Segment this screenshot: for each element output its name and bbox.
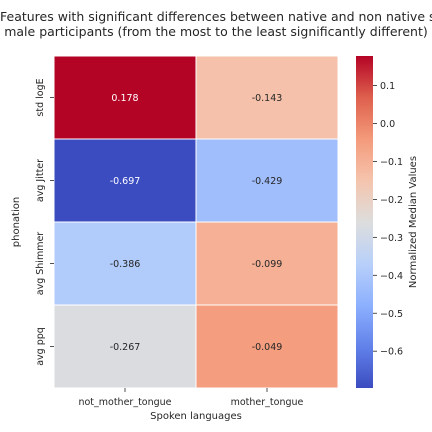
colorbar-tick-label: −0.1 (380, 157, 403, 168)
colorbar-tick-label: −0.2 (380, 195, 403, 206)
x-axis-ticks: not_mother_tongue mother_tongue (78, 388, 304, 408)
colorbar-tick-label: 0.1 (380, 81, 395, 92)
colorbar-tick-label: −0.5 (380, 309, 403, 320)
x-tick-label: mother_tongue (231, 397, 304, 408)
heatmap-cell-r0-c1 (195, 55, 339, 140)
cell-value-label: -0.049 (252, 342, 283, 353)
colorbar-tick-label: 0.0 (380, 119, 395, 130)
colorbar-gradient (356, 56, 373, 388)
x-axis-label: Spoken languages (150, 411, 242, 422)
chart-title-line-2: male participants (from the most to the … (4, 24, 428, 39)
y-axis-ticks: std logE avg Jitter avg Shimmer avg ppq (35, 78, 54, 366)
cell-value-label: -0.429 (252, 176, 283, 187)
heatmap-cell-labels: 0.178 -0.143 -0.697 -0.429 -0.386 -0.099 -0.26… (110, 93, 283, 353)
colorbar-tick-label: −0.4 (380, 271, 403, 282)
heatmap-cell-r1-c0 (53, 138, 197, 223)
y-tick-label: avg Shimmer (35, 232, 46, 296)
y-axis-label: phonation (11, 197, 22, 247)
colorbar-label: Normalized Median Values (408, 156, 419, 288)
chart-title-line-1: Features with significant differences be… (0, 9, 432, 24)
heatmap-cell-r0-c0 (53, 55, 197, 140)
cell-value-label: -0.267 (110, 342, 141, 353)
heatmap-cell-r2-c0 (53, 221, 197, 306)
heatmap-cell-r2-c1 (195, 221, 339, 306)
cell-value-label: -0.386 (110, 259, 141, 270)
colorbar: 0.1 0.0 −0.1 −0.2 −0.3 −0.4 −0.5 −0.6 (356, 56, 403, 388)
colorbar-tick-label: −0.3 (380, 233, 403, 244)
heatmap-cell-r1-c1 (195, 138, 339, 223)
heatmap-cell-r3-c0 (53, 304, 197, 389)
y-tick-label: avg Jitter (35, 159, 46, 202)
y-tick-label: avg ppq (35, 327, 46, 366)
cell-value-label: -0.099 (252, 259, 283, 270)
colorbar-ticks: 0.1 0.0 −0.1 −0.2 −0.3 −0.4 −0.5 −0.6 (373, 81, 403, 358)
y-tick-label: std logE (35, 78, 46, 116)
cell-value-label: 0.178 (111, 93, 138, 104)
colorbar-tick-label: −0.6 (380, 347, 403, 358)
heatmap-cells (53, 55, 339, 389)
cell-value-label: -0.143 (252, 93, 283, 104)
x-tick-label: not_mother_tongue (78, 397, 171, 408)
cell-value-label: -0.697 (110, 176, 141, 187)
